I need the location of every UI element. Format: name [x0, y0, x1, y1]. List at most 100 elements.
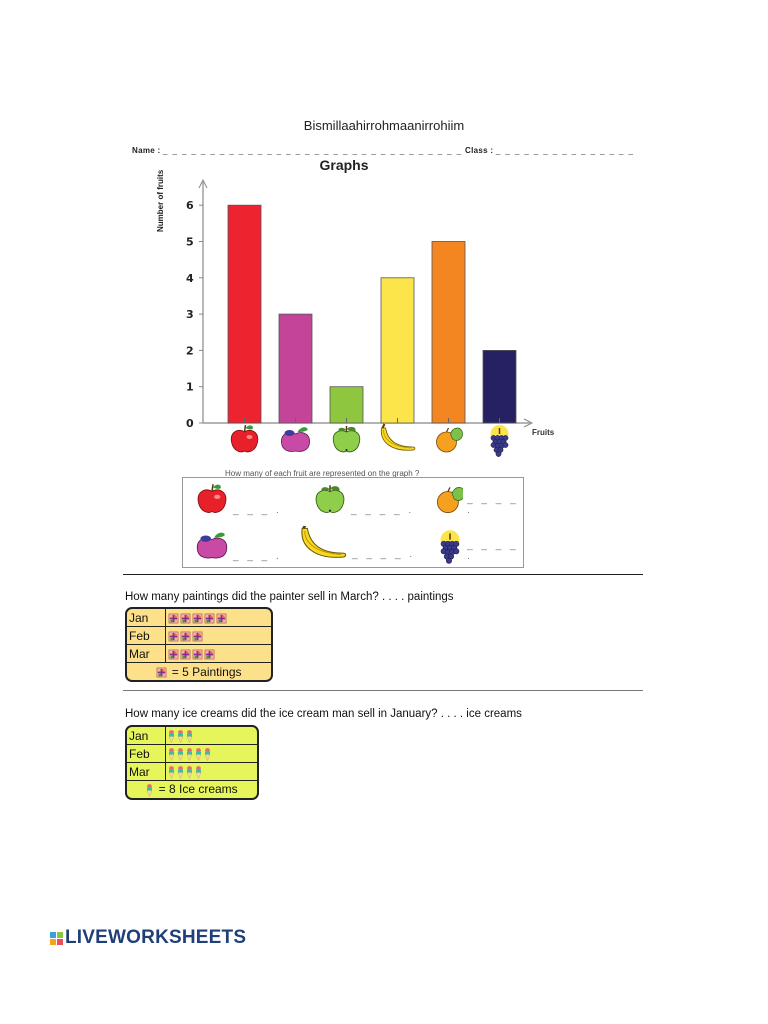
y-tick-label: 5 — [186, 236, 194, 249]
fruit-answer-item: _ _ _ _ . — [433, 482, 523, 518]
painting-icon — [180, 613, 191, 624]
answer-blank[interactable]: _ _ _ _ . — [351, 505, 415, 516]
grapes-icon — [440, 530, 460, 564]
y-tick-label: 1 — [186, 381, 194, 394]
name-label: Name : — [132, 146, 161, 155]
icon-count-cell — [165, 644, 271, 663]
icon-count-cell — [165, 744, 257, 763]
answer-blank[interactable]: _ _ _ . — [233, 551, 282, 562]
pictograph-row: Feb — [127, 626, 271, 645]
x-axis-label: Fruits — [532, 428, 555, 437]
bar-plum — [278, 313, 313, 424]
name-field[interactable]: _ _ _ _ _ _ _ _ _ _ _ _ _ _ _ _ _ _ _ _ … — [163, 146, 463, 155]
logo-icon — [50, 931, 63, 945]
chart-title: Graphs — [319, 157, 369, 173]
fruit-answer-box: _ _ _ . _ _ _ _ . _ _ _ _ . _ _ _ . _ _ _ _ … — [182, 477, 524, 568]
banana-icon — [301, 526, 347, 558]
bar-green-apple — [329, 386, 364, 424]
fruit-answer-item: _ _ _ . — [195, 482, 282, 518]
green-apple-icon — [332, 426, 361, 453]
painting-icon — [192, 613, 203, 624]
answer-blank[interactable]: _ _ _ _ . — [467, 540, 519, 562]
month-label: Mar — [127, 644, 166, 663]
fruit-answer-item: _ _ _ . — [195, 528, 282, 564]
month-label: Mar — [127, 762, 166, 781]
green-apple-icon — [315, 485, 345, 513]
answer-blank[interactable]: _ _ _ . — [233, 505, 282, 516]
bar-banana — [380, 277, 415, 424]
ice-cream-icon — [186, 765, 193, 779]
pictograph-key: = 8 Ice creams — [127, 780, 257, 798]
ice-cream-icon — [186, 747, 193, 761]
month-label: Feb — [127, 626, 166, 645]
ice-cream-icon — [186, 729, 193, 743]
y-tick-label: 4 — [186, 272, 194, 285]
painting-icon — [180, 631, 191, 642]
bar-grapes — [482, 349, 517, 424]
orange-icon — [436, 427, 463, 453]
ice-cream-icon — [168, 747, 175, 761]
painting-icon — [168, 649, 179, 660]
ice-cream-icon — [177, 765, 184, 779]
icon-count-cell — [165, 762, 257, 781]
class-label: Class : — [465, 146, 494, 155]
painting-icon — [157, 667, 167, 678]
class-field[interactable]: _ _ _ _ _ _ _ _ _ _ _ _ _ _ _ — [495, 146, 635, 155]
icecreams-pictograph: Jan Feb Mar = 8 Ice creams — [125, 725, 259, 800]
fruit-answer-item: _ _ _ _ . — [313, 482, 414, 518]
month-label: Feb — [127, 744, 166, 763]
apple-icon — [230, 424, 259, 453]
paintings-question: How many paintings did the painter sell … — [125, 591, 454, 603]
fruit-answer-item: _ _ _ _ . — [433, 528, 523, 564]
name-class-row: Name : _ _ _ _ _ _ _ _ _ _ _ _ _ _ _ _ _… — [132, 146, 633, 155]
fruit-bar-chart: 0 1 2 3 4 5 6 — [186, 178, 534, 457]
orange-icon — [436, 487, 464, 514]
ice-cream-icon — [168, 765, 175, 779]
ice-cream-icon — [168, 729, 175, 743]
y-tick-label: 2 — [186, 344, 194, 357]
ice-cream-icon — [195, 765, 202, 779]
pictograph-key: = 5 Paintings — [127, 662, 271, 680]
pictograph-row: Jan — [127, 727, 257, 745]
answer-blank[interactable]: _ _ _ _ . — [352, 549, 416, 560]
pictograph-row: Mar — [127, 762, 257, 781]
pictograph-row: Mar — [127, 644, 271, 663]
icon-count-cell — [165, 609, 271, 627]
painting-icon — [204, 613, 215, 624]
paintings-pictograph: Jan Feb Mar = 5 Paintings — [125, 607, 273, 682]
ice-cream-icon — [177, 729, 184, 743]
y-tick-label: 6 — [186, 199, 194, 212]
plum-icon — [196, 532, 228, 559]
grapes-icon — [490, 425, 509, 457]
painting-icon — [192, 631, 203, 642]
painting-icon — [204, 649, 215, 660]
divider — [123, 690, 643, 691]
painting-icon — [168, 613, 179, 624]
painting-icon — [192, 649, 203, 660]
apple-icon — [197, 484, 227, 513]
fruit-answer-item: _ _ _ _ . — [298, 526, 415, 562]
month-label: Jan — [127, 727, 166, 745]
y-tick-label: 3 — [186, 308, 194, 321]
ice-cream-icon — [195, 747, 202, 761]
ice-cream-icon — [147, 783, 153, 797]
plum-icon — [281, 427, 310, 452]
pictograph-row: Feb — [127, 744, 257, 763]
bar-orange — [431, 241, 466, 424]
divider — [123, 574, 643, 575]
banana-icon — [380, 423, 416, 451]
ice-cream-icon — [177, 747, 184, 761]
painting-icon — [180, 649, 191, 660]
month-label: Jan — [127, 609, 166, 627]
pictograph-row: Jan — [127, 609, 271, 627]
fruit-question-prompt: How many of each fruit are represented o… — [225, 469, 420, 478]
icecreams-question: How many ice creams did the ice cream ma… — [125, 708, 522, 720]
answer-blank[interactable]: _ _ _ _ . — [467, 494, 519, 516]
liveworksheets-logo: LIVEWORKSHEETS — [50, 927, 246, 949]
worksheet-heading: Bismillaahirrohmaanirrohiim — [303, 118, 465, 133]
painting-icon — [216, 613, 227, 624]
logo-text: LIVEWORKSHEETS — [65, 927, 247, 948]
ice-cream-icon — [204, 747, 211, 761]
painting-icon — [168, 631, 179, 642]
bar-apple — [227, 204, 262, 424]
